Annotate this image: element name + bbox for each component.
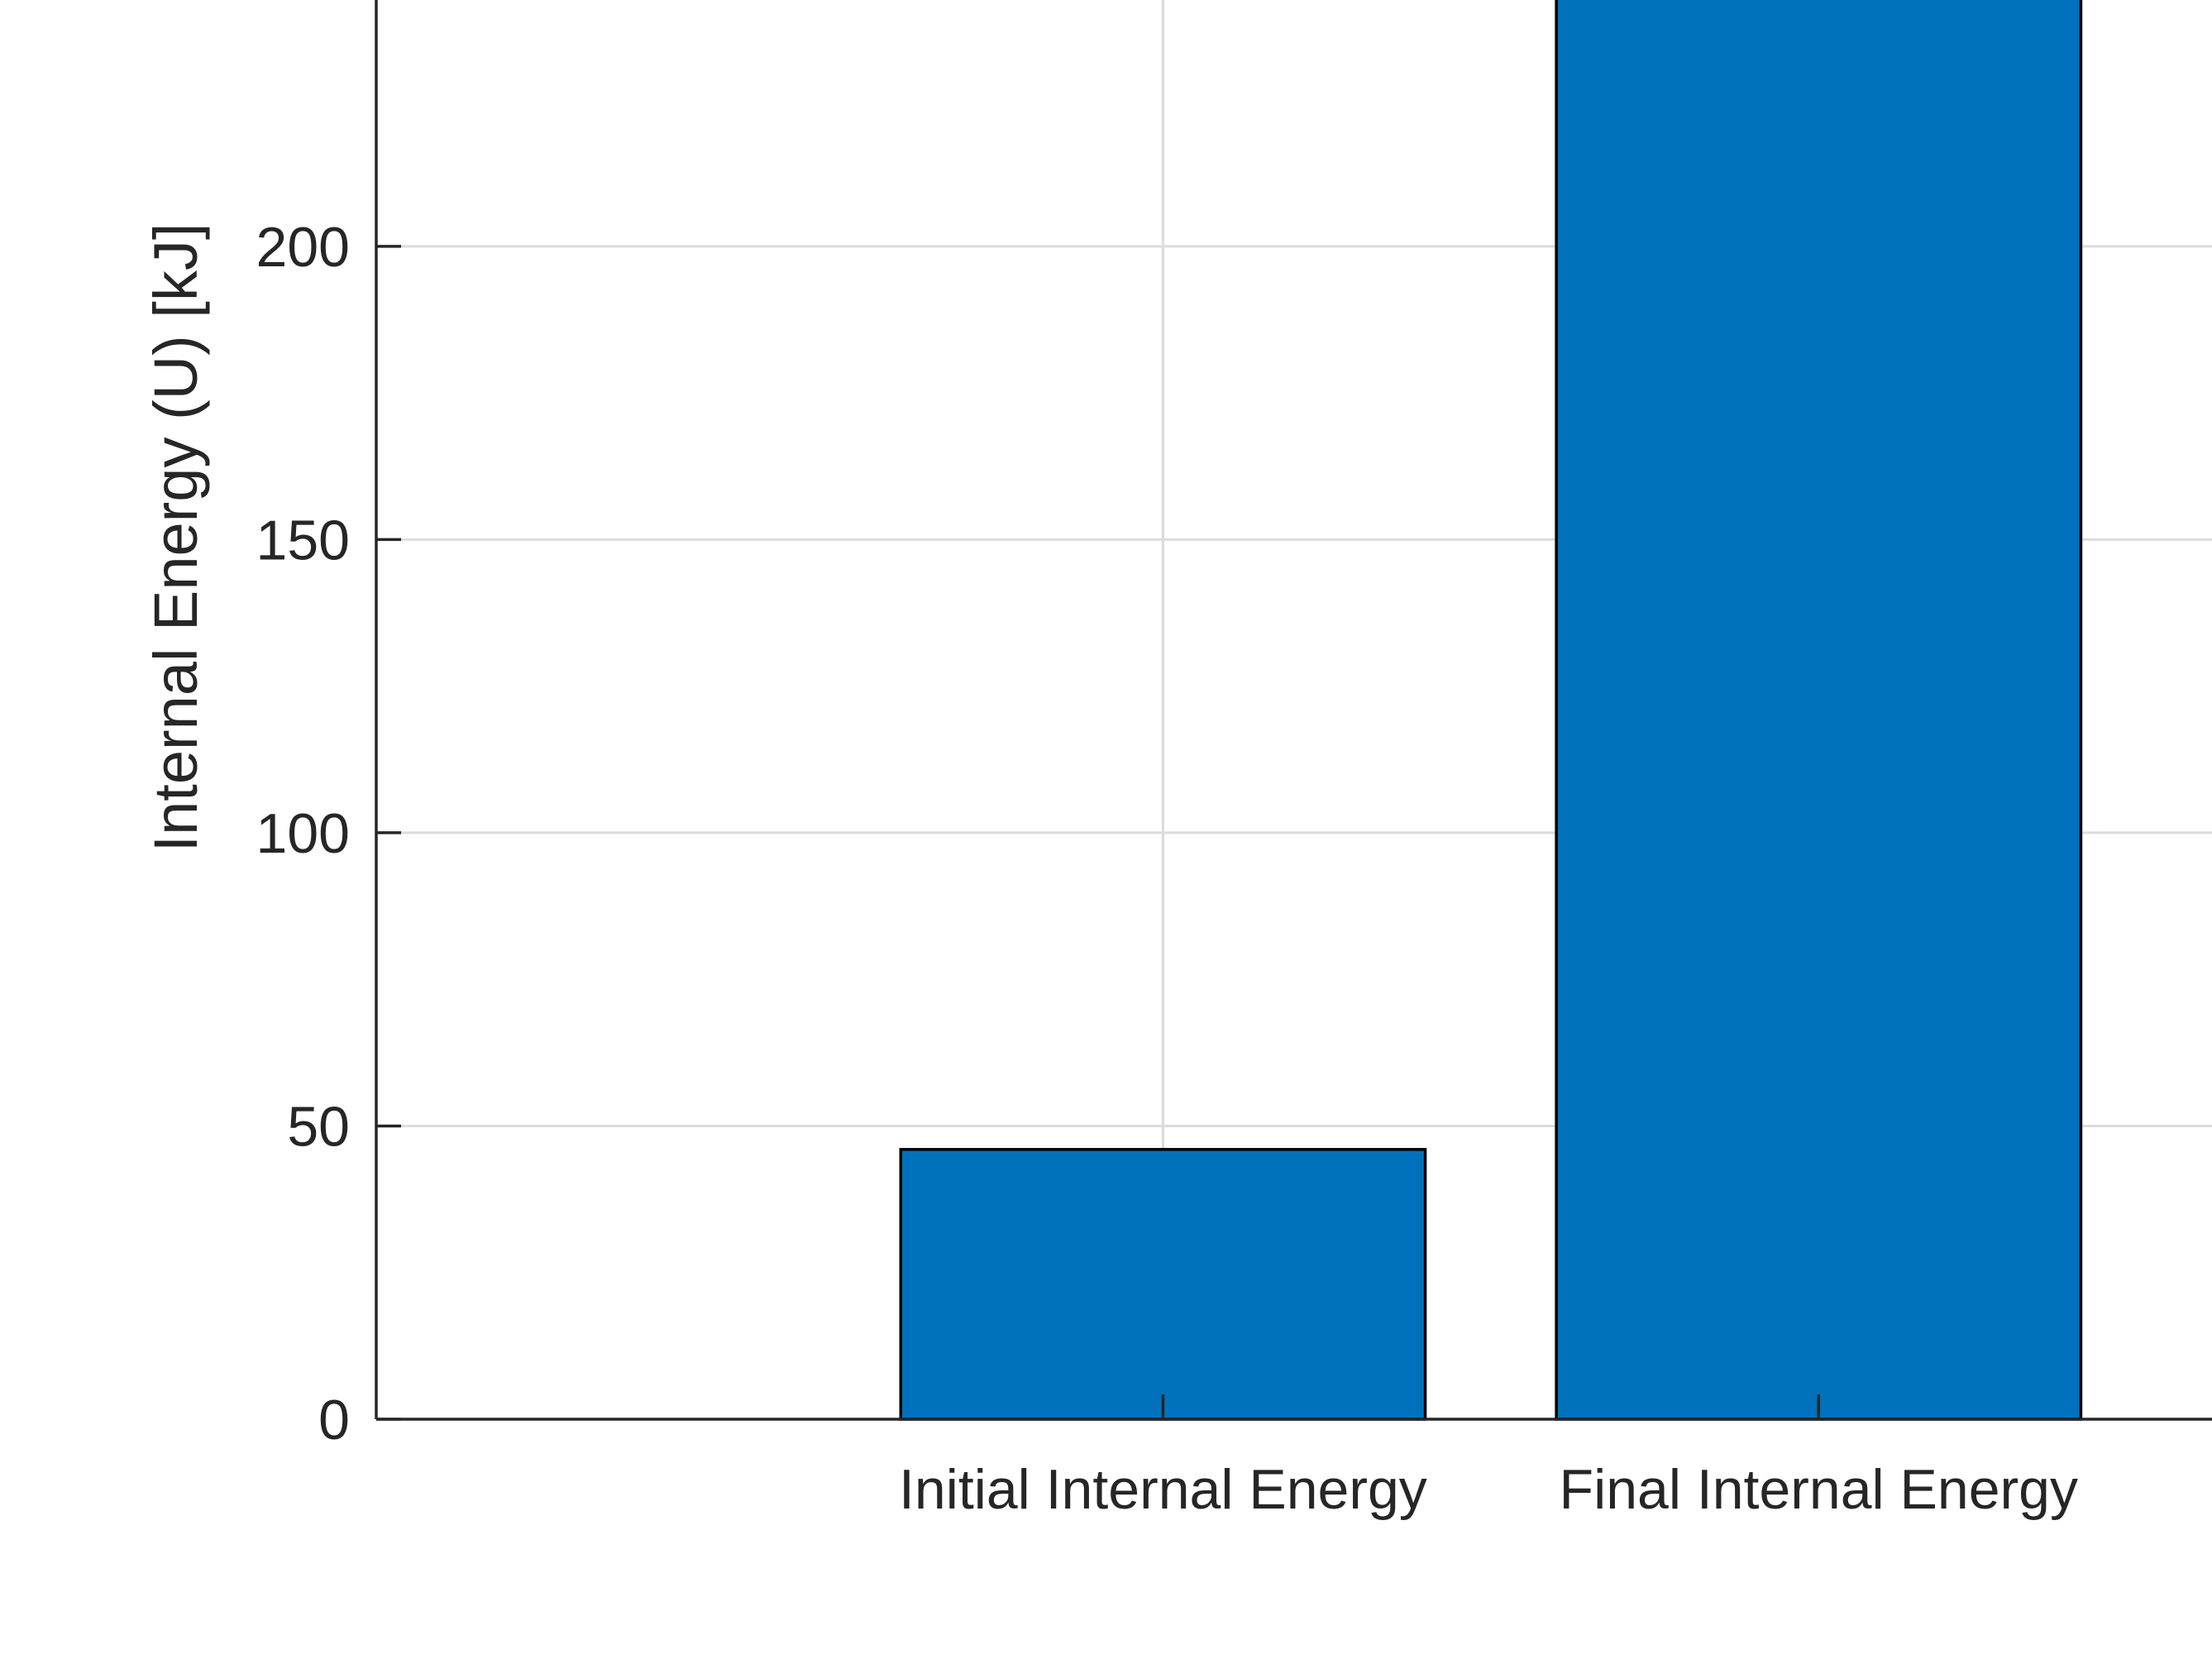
y-tick-label: 0 <box>318 1389 350 1451</box>
x-tick-label: Final Internal Energy <box>1560 1458 2078 1521</box>
y-axis-title: Internal Energy (U) [kJ] <box>141 223 210 853</box>
x-tick-label: Initial Internal Energy <box>899 1458 1427 1521</box>
y-tick-label: 100 <box>256 802 350 865</box>
y-tick-label: 50 <box>287 1095 350 1158</box>
bar-final-internal-energy <box>1555 0 2083 1421</box>
y-tick-label: 150 <box>256 509 350 571</box>
bar-initial-internal-energy <box>899 1148 1427 1421</box>
y-tick-label: 200 <box>256 216 350 279</box>
tick-labels: 0 50 100 150 200 Initial Internal Energy Final… <box>256 216 2078 1521</box>
bars <box>899 0 2083 1421</box>
axes <box>375 0 2212 1421</box>
